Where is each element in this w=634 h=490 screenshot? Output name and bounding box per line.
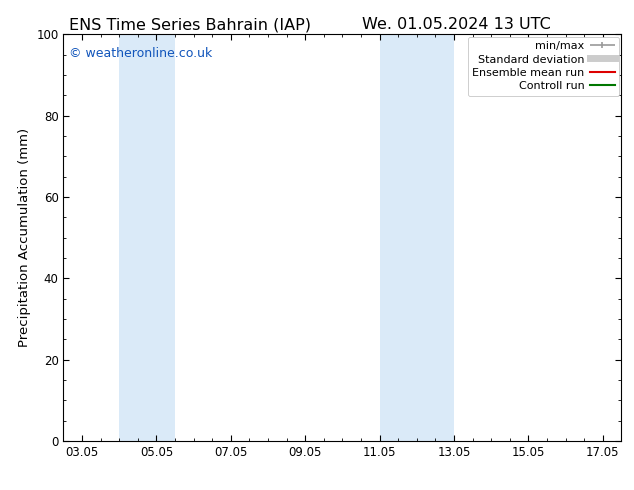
Bar [380, 34, 454, 441]
Legend: min/max, Standard deviation, Ensemble mean run, Controll run: min/max, Standard deviation, Ensemble me… [468, 37, 619, 96]
Text: We. 01.05.2024 13 UTC: We. 01.05.2024 13 UTC [362, 17, 551, 32]
Y-axis label: Precipitation Accumulation (mm): Precipitation Accumulation (mm) [18, 128, 30, 347]
Bar [119, 34, 175, 441]
Text: ENS Time Series Bahrain (IAP): ENS Time Series Bahrain (IAP) [69, 17, 311, 32]
Text: © weatheronline.co.uk: © weatheronline.co.uk [69, 47, 212, 59]
